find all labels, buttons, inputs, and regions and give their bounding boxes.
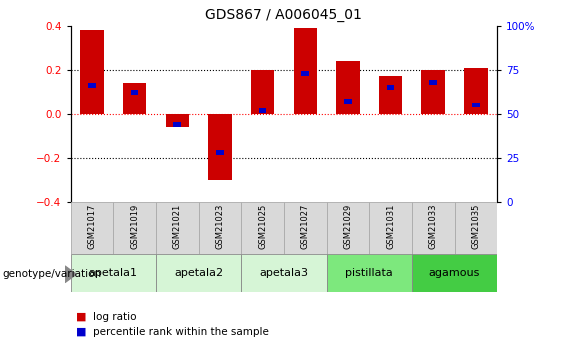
Bar: [131, 90, 138, 95]
Text: percentile rank within the sample: percentile rank within the sample: [93, 327, 269, 337]
Text: apetala1: apetala1: [89, 268, 138, 277]
Bar: [370, 202, 412, 254]
Text: GSM21029: GSM21029: [344, 204, 353, 249]
Bar: [344, 99, 352, 104]
Text: GSM21031: GSM21031: [386, 204, 395, 249]
Polygon shape: [65, 266, 76, 283]
Bar: [421, 70, 445, 114]
Text: apetala2: apetala2: [174, 268, 223, 277]
Bar: [454, 202, 497, 254]
Bar: [156, 202, 199, 254]
Bar: [464, 68, 488, 114]
Bar: [284, 202, 327, 254]
Bar: [259, 108, 267, 113]
Bar: [429, 80, 437, 85]
Text: GSM21025: GSM21025: [258, 204, 267, 249]
Text: GSM21019: GSM21019: [130, 204, 139, 249]
Bar: [412, 254, 497, 292]
Bar: [123, 83, 146, 114]
Title: GDS867 / A006045_01: GDS867 / A006045_01: [206, 8, 362, 22]
Text: GSM21021: GSM21021: [173, 204, 182, 249]
Bar: [293, 28, 317, 114]
Bar: [88, 83, 96, 88]
Bar: [412, 202, 454, 254]
Bar: [216, 150, 224, 155]
Bar: [327, 254, 412, 292]
Text: agamous: agamous: [429, 268, 480, 277]
Text: log ratio: log ratio: [93, 312, 137, 322]
Text: ■: ■: [76, 327, 87, 337]
Text: GSM21035: GSM21035: [471, 204, 480, 249]
Bar: [327, 202, 370, 254]
Bar: [71, 254, 156, 292]
Text: genotype/variation: genotype/variation: [3, 269, 102, 279]
Text: GSM21023: GSM21023: [215, 204, 224, 249]
Text: GSM21033: GSM21033: [429, 204, 438, 249]
Bar: [336, 61, 360, 114]
Text: ■: ■: [76, 312, 87, 322]
Bar: [301, 71, 309, 76]
Bar: [251, 70, 275, 114]
Bar: [71, 202, 113, 254]
Bar: [80, 30, 104, 114]
Text: pistillata: pistillata: [345, 268, 393, 277]
Bar: [208, 114, 232, 180]
Bar: [241, 254, 327, 292]
Text: GSM21017: GSM21017: [88, 204, 97, 249]
Bar: [379, 77, 402, 114]
Text: GSM21027: GSM21027: [301, 204, 310, 249]
Bar: [241, 202, 284, 254]
Bar: [173, 122, 181, 127]
Text: apetala3: apetala3: [259, 268, 308, 277]
Bar: [166, 114, 189, 127]
Bar: [113, 202, 156, 254]
Bar: [386, 85, 394, 90]
Bar: [156, 254, 241, 292]
Bar: [472, 102, 480, 108]
Bar: [199, 202, 241, 254]
